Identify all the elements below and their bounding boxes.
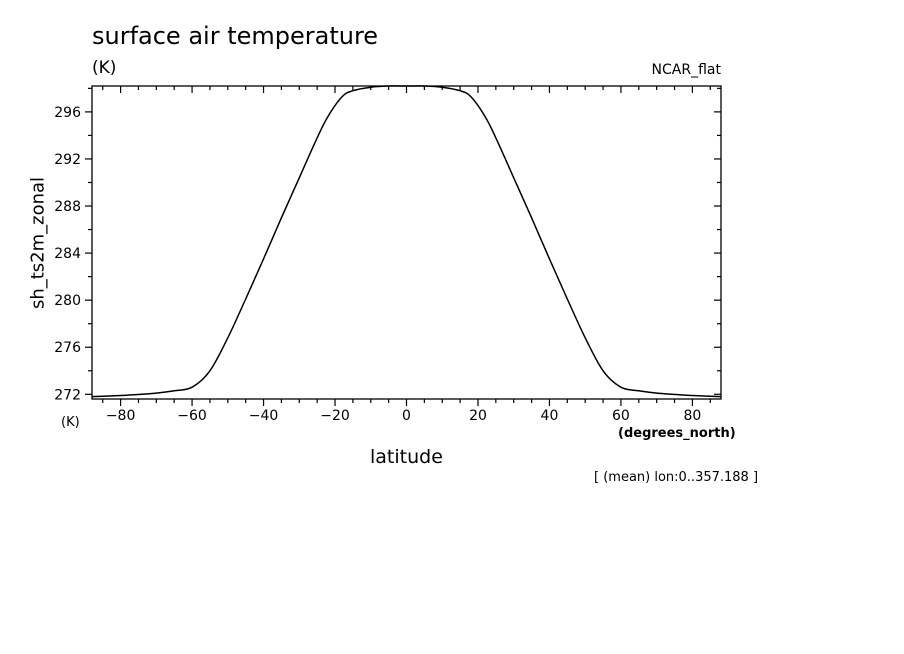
y-tick-label: 292 [54, 152, 81, 168]
axis-ticks [85, 86, 721, 406]
y-units-label: (K) [61, 415, 80, 430]
y-tick-label: 284 [54, 246, 81, 262]
x-units-label: (degrees_north) [618, 426, 736, 441]
x-axis-label: latitude [370, 446, 443, 468]
x-tick-label: −80 [106, 408, 136, 424]
x-tick-label: 20 [469, 408, 487, 424]
averaging-note: [ (mean) lon:0..357.188 ] [594, 470, 759, 485]
y-tick-label: 276 [54, 340, 81, 356]
x-tick-label: 80 [683, 408, 701, 424]
y-tick-label: 288 [54, 199, 81, 215]
chart-title: surface air temperature [92, 22, 379, 50]
x-tick-label: 40 [541, 408, 559, 424]
y-tick-label: 296 [54, 105, 81, 121]
y-tick-label: 272 [54, 387, 81, 403]
x-tick-label: 60 [612, 408, 630, 424]
x-tick-label: −40 [249, 408, 279, 424]
axis-tick-labels: −80 −60 −40 −20 0 20 40 60 80 272 276 280 284 288 292 2… [54, 105, 701, 424]
x-tick-label: −20 [320, 408, 350, 424]
source-label: NCAR_flat [651, 62, 721, 78]
x-tick-label: 0 [402, 408, 411, 424]
series-line [91, 85, 722, 398]
plot-frame [91, 85, 722, 400]
units-label: (K) [92, 58, 117, 78]
x-tick-label: −60 [177, 408, 207, 424]
y-tick-label: 280 [54, 293, 81, 309]
